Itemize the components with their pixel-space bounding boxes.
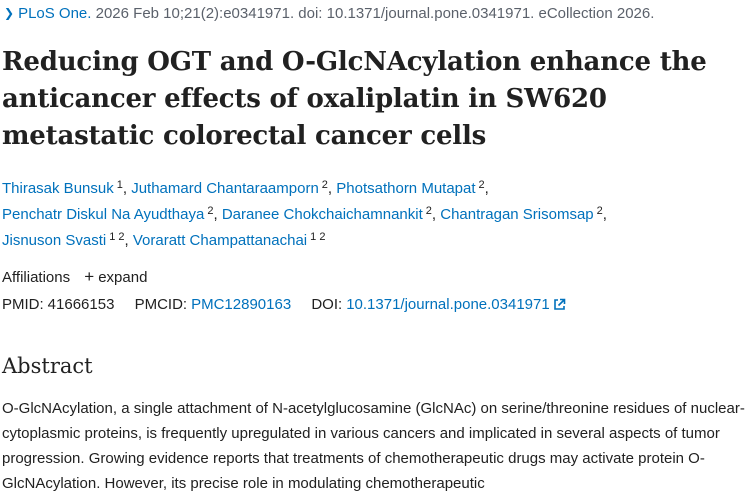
article-title: Reducing OGT and O-GlcNAcylation enhance… [2,47,707,151]
author-affiliation-ref[interactable]: 2 [321,179,328,191]
pmid-group: PMID: 41666153 [2,296,114,313]
author-link[interactable]: Thirasak Bunsuk [2,180,114,197]
author-link[interactable]: Jisnuson Svasti [2,232,107,249]
author-item: Photsathorn Mutapat 2 [336,179,485,198]
author-affiliation-ref[interactable]: 1 [116,179,123,191]
author-item: Thirasak Bunsuk 1 [2,179,123,198]
pmcid-link[interactable]: PMC12890163 [191,296,292,313]
affiliations-row: Affiliations + expand [2,267,147,288]
identifiers-row: PMID: 41666153 PMCID: PMC12890163 DOI: 10.1… [2,295,742,317]
author-item: Penchatr Diskul Na Ayudthaya 2 [2,205,214,224]
pmcid-label: PMCID: [134,296,188,313]
author-affiliation-ref[interactable]: 2 [596,205,603,217]
pmid-label: PMID: [2,296,44,313]
plus-icon: + [84,267,95,286]
pmid-value: 41666153 [47,296,115,313]
author-affiliation-ref[interactable]: 2 [478,179,485,191]
author-affiliation-ref[interactable]: 1 2 [109,231,125,243]
doi-label: DOI: [311,296,343,313]
author-link[interactable]: Chantragan Srisomsap [440,206,594,223]
external-link-icon[interactable] [553,297,566,317]
affiliations-expand-toggle[interactable]: + expand [74,267,148,286]
author-link[interactable]: Daranee Chokchaichamnankit [221,206,423,223]
expand-label: expand [98,269,148,286]
author-link[interactable]: Juthamard Chantaraamporn [131,180,319,197]
author-item: Voraratt Champattanachai 1 2 [132,231,326,250]
doi-group: DOI: 10.1371/journal.pone.0341971 [311,296,566,313]
author-link[interactable]: Penchatr Diskul Na Ayudthaya [2,206,205,223]
pmcid-group: PMCID: PMC12890163 [135,296,292,313]
author-affiliation-ref[interactable]: 1 2 [310,231,326,243]
journal-link[interactable]: PLoS One. [18,5,92,22]
author-item: Juthamard Chantaraamporn 2 [131,179,328,198]
doi-link[interactable]: 10.1371/journal.pone.0341971 [346,296,550,313]
citation-details: 2026 Feb 10;21(2):e0341971. doi: 10.1371… [95,5,655,22]
author-item: Daranee Chokchaichamnankit 2 [221,205,432,224]
author-affiliation-ref[interactable]: 2 [207,205,214,217]
author-affiliation-ref[interactable]: 2 [425,205,432,217]
author-link[interactable]: Photsathorn Mutapat [336,180,476,197]
author-item: Jisnuson Svasti 1 2 [2,231,125,250]
affiliations-label: Affiliations [2,269,71,286]
authors-list: Thirasak Bunsuk 1, Juthamard Chantaraampo… [2,179,607,250]
author-link[interactable]: Voraratt Champattanachai [132,232,308,249]
abstract-text: O-GlcNAcylation, a single attachment of … [2,400,745,492]
author-item: Chantragan Srisomsap 2 [440,205,603,224]
chevron-right-icon: ❯ [4,6,15,20]
abstract-heading: Abstract [2,354,93,378]
citation-line: ❯ PLoS One. 2026 Feb 10;21(2):e0341971. d… [4,4,744,24]
